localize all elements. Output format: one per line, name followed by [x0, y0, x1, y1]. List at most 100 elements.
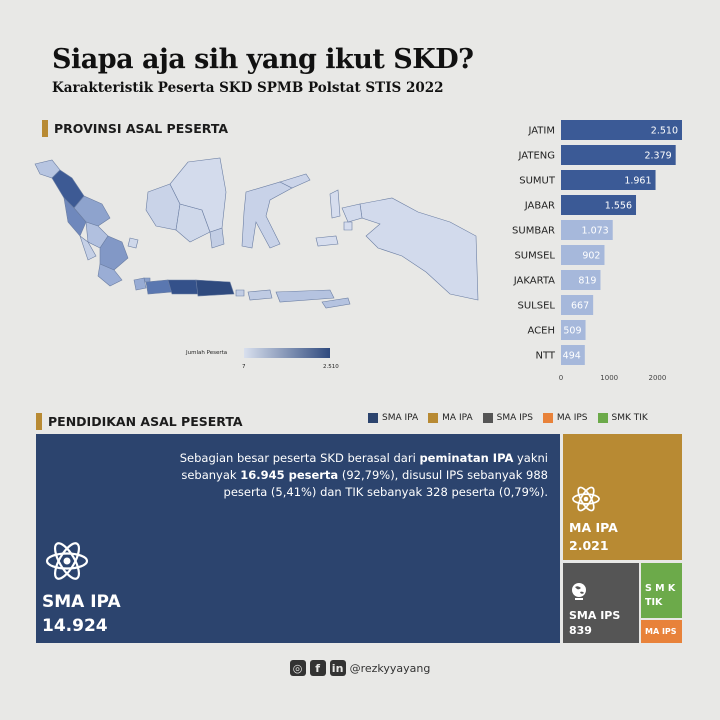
map-babel [127, 237, 139, 249]
map-legend-title: Jumlah Peserta [186, 350, 228, 356]
bar-jakarta [561, 270, 601, 290]
x-tick-label: 2000 [649, 374, 667, 382]
treemap-label-ma-ipa: MA IPA [569, 520, 618, 535]
treemap-cell-ma-ipa: MA IPA 2.021 [563, 434, 682, 560]
bar-value-label: 1.073 [582, 226, 609, 237]
bar-category-label: JAKARTA [513, 276, 555, 287]
desc-bold: peminatan IPA [419, 451, 514, 465]
legend-swatch [597, 413, 608, 423]
bar-category-label: SULSEL [518, 301, 556, 312]
page-subtitle: Karakteristik Peserta SKD SPMB Polstat S… [52, 80, 444, 96]
map-maluku-3 [343, 221, 353, 231]
treemap-cell-ma-ips: MA IPS [641, 620, 682, 643]
desc-text: Sebagian besar peserta SKD berasal dari [179, 451, 420, 465]
map-jateng [167, 279, 199, 295]
bar-jatim [561, 120, 682, 140]
map-sumbar [63, 197, 87, 237]
bar-sumbar [561, 220, 613, 240]
x-tick-label: 1000 [600, 374, 618, 382]
map-legend: Jumlah Peserta 7 2.510 [186, 348, 346, 378]
legend-item-sma-ips: SMA IPS [482, 413, 533, 423]
legend-swatch [428, 413, 439, 423]
x-tick-label: 0 [559, 374, 563, 382]
bar-value-label: 509 [563, 326, 581, 337]
desc-text: yakni sebanyak [181, 451, 548, 482]
bar-value-label: 2.379 [644, 151, 671, 162]
treemap-value-ma-ipa: 2.021 [569, 538, 609, 553]
desc-text: (92,79%), disusul IPS sebanyak 988 peser… [223, 468, 548, 499]
atom-icon [45, 542, 89, 580]
linkedin-icon[interactable]: in [329, 660, 346, 676]
treemap-label-smk-tik: S M K [645, 583, 676, 594]
facebook-icon[interactable]: f [309, 660, 326, 676]
map-sulawesi [241, 181, 293, 249]
treemap-cell-smk-tik: S M K TIK [641, 563, 682, 618]
bar-value-label: 819 [578, 276, 596, 287]
legend-label: SMA IPA [382, 413, 419, 423]
map-banten [133, 277, 147, 291]
map-bali [235, 289, 245, 297]
bar-aceh [561, 320, 586, 340]
legend-label: SMK TIK [611, 413, 648, 423]
map-jabar [145, 279, 173, 295]
bar-value-label: 1.556 [605, 201, 632, 212]
legend-swatch [482, 413, 493, 423]
legend-item-sma-ipa: SMA IPA [368, 413, 418, 423]
legend-label: MA IPS [556, 413, 588, 423]
legend-label: SMA IPS [496, 413, 533, 423]
social-handle[interactable]: @rezkyyayang [349, 661, 431, 675]
map-jakarta [143, 277, 151, 283]
bar-sulsel [561, 295, 594, 315]
treemap-value-sma-ips: 839 [569, 624, 592, 637]
legend-swatch [368, 413, 378, 423]
map-timor [321, 297, 351, 309]
legend-item-ma-ipa: MA IPA [428, 413, 473, 423]
legend-item-ma-ips: MA IPS [542, 413, 588, 423]
legend-item-smk-tik: SMK TIK [597, 413, 648, 423]
bar-value-label: 667 [571, 301, 589, 312]
bar-sumsel [561, 245, 605, 265]
section-marker [36, 413, 42, 430]
treemap-label-sma-ips: SMA IPS [569, 609, 621, 622]
bar-ntt [561, 345, 585, 365]
section-province-header: PROVINSI ASAL PESERTA [42, 120, 228, 137]
map-lampung [97, 263, 123, 287]
page-title: Siapa aja sih yang ikut SKD? [52, 44, 474, 75]
map-papua [359, 197, 479, 301]
section-marker [42, 120, 48, 137]
map-maluku-1 [329, 189, 341, 219]
map-legend-gradient [244, 348, 330, 358]
bar-sumut [561, 170, 656, 190]
footer: ◎ f in @rezkyyayang [0, 660, 720, 676]
atom-icon [572, 486, 600, 512]
desc-bold: 16.945 peserta [240, 468, 339, 482]
map-maluku-2 [315, 235, 339, 247]
bar-value-label: 1.961 [624, 176, 651, 187]
bar-category-label: JABAR [524, 201, 555, 212]
treemap-cell-sma-ips: SMA IPS 839 [563, 563, 639, 643]
section-education-title: PENDIDIKAN ASAL PESERTA [48, 414, 243, 429]
map-legend-max: 2.510 [323, 364, 339, 370]
bar-value-label: 494 [563, 351, 581, 362]
treemap-value-sma-ipa: 14.924 [42, 616, 108, 636]
section-education-header: PENDIDIKAN ASAL PESERTA [36, 413, 243, 430]
treemap-description: Sebagian besar peserta SKD berasal dari … [148, 450, 548, 501]
indonesia-map [34, 157, 479, 309]
bar-jateng [561, 145, 676, 165]
map-sulut [279, 173, 311, 189]
treemap-label-ma-ips: MA IPS [645, 627, 677, 636]
instagram-icon[interactable]: ◎ [289, 660, 306, 676]
map-legend-min: 7 [242, 364, 246, 370]
bar-category-label: JATENG [518, 151, 556, 162]
treemap-label-sma-ipa: SMA IPA [42, 592, 121, 612]
bar-category-label: SUMSEL [514, 251, 555, 262]
map-ntb [247, 289, 273, 301]
legend-label: MA IPA [442, 413, 473, 423]
map-papua-west [341, 203, 363, 223]
legend-swatch [542, 413, 553, 423]
bar-category-label: ACEH [528, 326, 556, 337]
bar-category-label: JATIM [527, 126, 555, 137]
bar-jabar [561, 195, 637, 215]
treemap-cell-sma-ipa: Sebagian besar peserta SKD berasal dari … [36, 434, 560, 643]
map-bengkulu [79, 235, 97, 261]
